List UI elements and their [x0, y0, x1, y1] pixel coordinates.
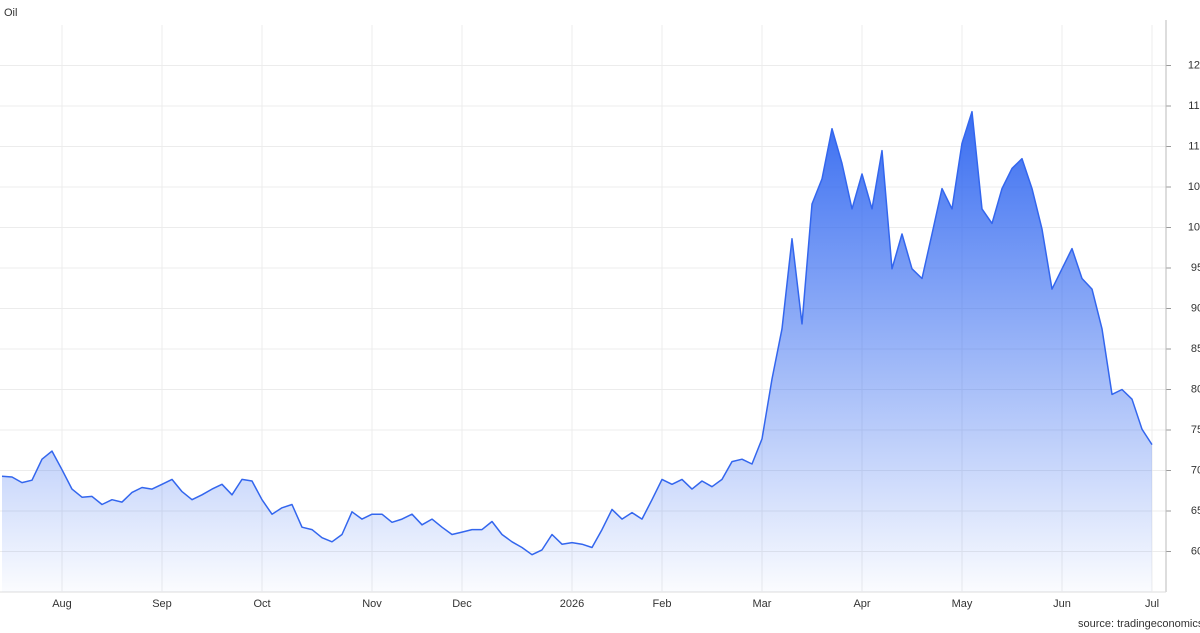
x-tick-label: Nov	[362, 598, 382, 610]
x-tick-label: Apr	[853, 598, 870, 610]
area	[2, 111, 1152, 592]
x-tick-label: Sep	[152, 598, 172, 610]
y-tick-label: 80	[1191, 383, 1200, 395]
y-tick-label: 115	[1188, 100, 1200, 112]
x-tick-label: Feb	[653, 598, 672, 610]
y-tick-label: 60	[1191, 545, 1200, 557]
y-tick-label: 95	[1191, 262, 1200, 274]
y-tick-label: 110	[1188, 140, 1200, 152]
source-note: source: tradingeconomics.com	[1078, 618, 1200, 630]
x-tick-label: Aug	[52, 598, 72, 610]
x-tick-label: Jun	[1053, 598, 1071, 610]
y-tick-label: 90	[1191, 302, 1200, 314]
x-tick-label: Mar	[753, 598, 772, 610]
x-tick-label: 2026	[560, 598, 584, 610]
x-tick-label: Jul	[1145, 598, 1159, 610]
y-tick-label: 65	[1191, 505, 1200, 517]
x-tick-label: Oct	[253, 598, 270, 610]
x-tick-label: May	[952, 598, 973, 610]
y-tick-label: 120	[1188, 59, 1200, 71]
y-tick-label: 100	[1188, 221, 1200, 233]
line	[1, 110, 1153, 556]
y-tick-label: 85	[1191, 343, 1200, 355]
y-tick-label: 105	[1188, 181, 1200, 193]
chart-title: Oil	[4, 7, 17, 19]
y-tick-label: 75	[1191, 424, 1200, 436]
y-tick-label: 70	[1191, 464, 1200, 476]
x-tick-label: Dec	[452, 598, 472, 610]
